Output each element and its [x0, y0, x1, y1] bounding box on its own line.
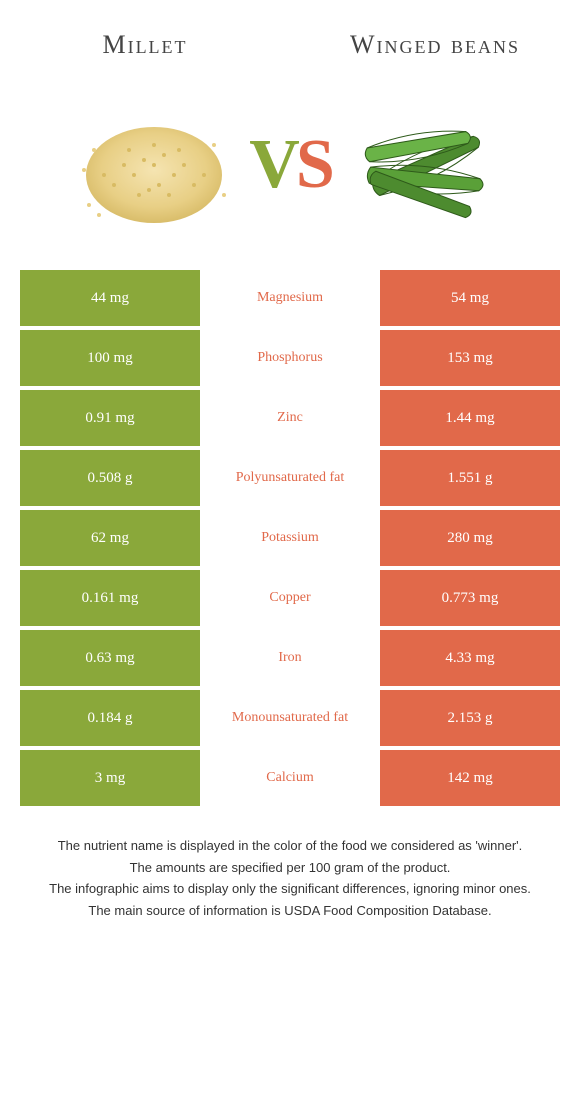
left-value: 44 mg — [20, 270, 200, 326]
footer-line: The nutrient name is displayed in the co… — [20, 836, 560, 856]
hero-row: VS — [0, 90, 580, 270]
vs-v: V — [249, 126, 296, 203]
nutrient-row: 0.184 gMonounsaturated fat2.153 g — [20, 690, 560, 746]
infographic-page: Millet Winged beans — [0, 0, 580, 962]
food-image-left — [69, 90, 239, 240]
nutrient-name: Magnesium — [200, 270, 380, 326]
left-value: 0.508 g — [20, 450, 200, 506]
right-value: 2.153 g — [380, 690, 560, 746]
right-value: 1.551 g — [380, 450, 560, 506]
right-value: 4.33 mg — [380, 630, 560, 686]
nutrient-name: Calcium — [200, 750, 380, 806]
nutrient-row: 0.63 mgIron4.33 mg — [20, 630, 560, 686]
vs-s: S — [296, 126, 331, 203]
right-value: 153 mg — [380, 330, 560, 386]
right-value: 1.44 mg — [380, 390, 560, 446]
left-value: 0.91 mg — [20, 390, 200, 446]
nutrient-table: 44 mgMagnesium54 mg100 mgPhosphorus153 m… — [20, 270, 560, 806]
nutrient-row: 0.161 mgCopper0.773 mg — [20, 570, 560, 626]
food-image-right — [341, 90, 511, 240]
right-value: 280 mg — [380, 510, 560, 566]
footer-line: The amounts are specified per 100 gram o… — [20, 858, 560, 878]
left-value: 0.184 g — [20, 690, 200, 746]
left-value: 0.63 mg — [20, 630, 200, 686]
nutrient-name: Zinc — [200, 390, 380, 446]
vs-label: VS — [249, 125, 331, 205]
title-row: Millet Winged beans — [0, 0, 580, 90]
footer-line: The main source of information is USDA F… — [20, 901, 560, 921]
footer-line: The infographic aims to display only the… — [20, 879, 560, 899]
millet-icon — [74, 95, 234, 235]
left-value: 62 mg — [20, 510, 200, 566]
nutrient-row: 3 mgCalcium142 mg — [20, 750, 560, 806]
nutrient-row: 100 mgPhosphorus153 mg — [20, 330, 560, 386]
right-value: 54 mg — [380, 270, 560, 326]
nutrient-row: 62 mgPotassium280 mg — [20, 510, 560, 566]
left-value: 3 mg — [20, 750, 200, 806]
nutrient-name: Copper — [200, 570, 380, 626]
nutrient-name: Phosphorus — [200, 330, 380, 386]
left-value: 100 mg — [20, 330, 200, 386]
winged-beans-icon — [341, 90, 511, 240]
right-value: 142 mg — [380, 750, 560, 806]
nutrient-name: Monounsaturated fat — [200, 690, 380, 746]
nutrient-row: 0.91 mgZinc1.44 mg — [20, 390, 560, 446]
food-title-right: Winged beans — [290, 31, 580, 60]
right-value: 0.773 mg — [380, 570, 560, 626]
food-title-left: Millet — [0, 30, 290, 60]
nutrient-name: Polyunsaturated fat — [200, 450, 380, 506]
nutrient-name: Iron — [200, 630, 380, 686]
left-value: 0.161 mg — [20, 570, 200, 626]
nutrient-row: 44 mgMagnesium54 mg — [20, 270, 560, 326]
nutrient-name: Potassium — [200, 510, 380, 566]
nutrient-row: 0.508 gPolyunsaturated fat1.551 g — [20, 450, 560, 506]
footer-notes: The nutrient name is displayed in the co… — [20, 836, 560, 962]
